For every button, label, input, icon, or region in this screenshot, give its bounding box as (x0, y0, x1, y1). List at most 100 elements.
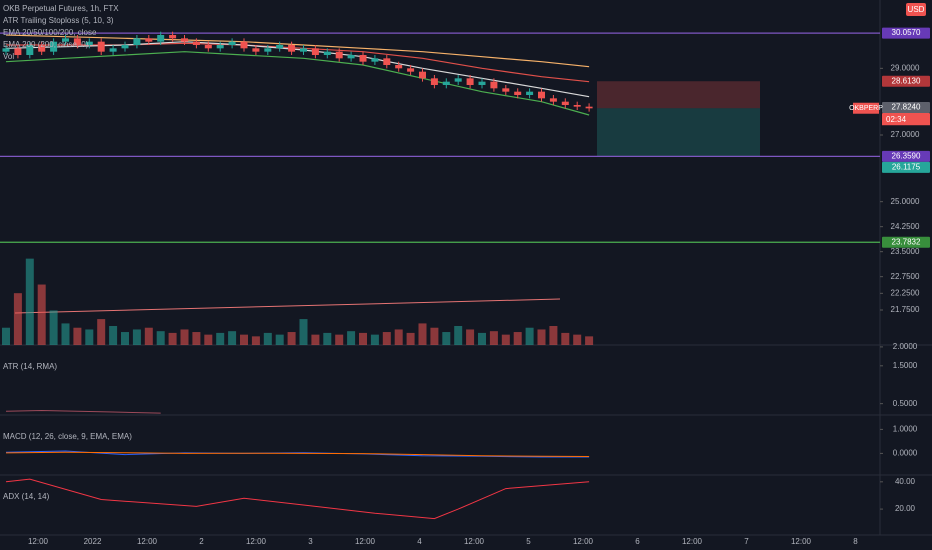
candle-body (359, 55, 367, 62)
volume-bar (418, 323, 427, 345)
pane-title: ATR (14, RMA) (3, 362, 57, 371)
volume-bar (406, 332, 415, 345)
candle-body (347, 55, 355, 59)
candle-body (85, 41, 93, 45)
volume-bar (73, 327, 82, 345)
x-tick-label: 3 (308, 537, 313, 546)
volume-bar (549, 326, 558, 345)
x-tick-label: 12:00 (246, 537, 267, 546)
currency[interactable]: USD (908, 5, 925, 14)
volume-bar (299, 319, 308, 345)
x-tick-label: 8 (853, 537, 858, 546)
volume-bar (204, 334, 213, 345)
price-label: 28.6130 (892, 76, 921, 85)
volume-bar (275, 334, 284, 345)
price-label: 26.1175 (892, 162, 921, 171)
candle-body (371, 58, 379, 62)
price-label-box (882, 150, 930, 162)
candle-body (442, 81, 450, 85)
volume-bar (537, 329, 546, 345)
volume-bar (573, 334, 582, 345)
y-tick-label: 1.0000 (893, 425, 918, 434)
y-tick-label: 20.00 (895, 504, 916, 513)
volume-bar (228, 331, 237, 345)
y-tick-label: 22.2500 (891, 288, 920, 297)
countdown: 02:34 (886, 115, 907, 124)
candle-body (240, 41, 248, 49)
indicator-label: Vol (3, 52, 14, 61)
y-tick-label: 23.5000 (891, 247, 920, 256)
candle-body (109, 48, 117, 52)
candle-body (549, 98, 557, 102)
volume-bar (442, 332, 451, 345)
volume-bar (25, 258, 34, 345)
volume-bar (240, 334, 248, 345)
candle-body (585, 106, 593, 109)
x-tick-label: 12:00 (28, 537, 49, 546)
y-tick-label: 21.7500 (891, 305, 920, 314)
candle-body (514, 91, 522, 95)
y-tick-label: 2.0000 (893, 342, 918, 351)
volume-bar (335, 334, 344, 345)
price-label: 23.7832 (892, 237, 921, 246)
trend-line[interactable] (14, 298, 561, 314)
volume-bar (85, 329, 94, 345)
y-tick-label: 0.5000 (893, 399, 918, 408)
symbol-label: OKBPERP (849, 105, 883, 112)
candle-body (73, 38, 81, 45)
volume-bar (501, 334, 510, 345)
target-zone (597, 108, 760, 157)
volume-bar (394, 329, 403, 345)
volume-bar (180, 329, 189, 345)
volume-bar (454, 326, 463, 345)
x-tick-label: 12:00 (791, 537, 812, 546)
volume-bar (466, 329, 475, 345)
candle-body (216, 45, 224, 49)
y-tick-label: 0.0000 (893, 449, 918, 458)
candle-body (538, 91, 545, 99)
volume-bar (347, 331, 356, 345)
volume-bar (513, 332, 522, 345)
candle-body (430, 78, 438, 85)
y-tick-label: 25.0000 (891, 197, 920, 206)
pane-title: MACD (12, 26, close, 9, EMA, EMA) (3, 432, 132, 441)
candle-body (252, 48, 260, 52)
candle-body (2, 48, 10, 52)
candle-body (133, 38, 141, 45)
volume-bar (109, 326, 118, 345)
candle-body (573, 105, 581, 107)
volume-bar (585, 336, 594, 345)
x-tick-label: 5 (526, 537, 531, 546)
candle-body (26, 45, 34, 55)
indicator-line (5, 478, 590, 520)
volume-bar (323, 332, 332, 345)
candle-body (419, 71, 426, 79)
price-label-box (882, 27, 930, 39)
volume-bar (489, 331, 498, 345)
candle-body (14, 48, 22, 55)
candle-body (300, 48, 307, 52)
x-tick-label: 2 (199, 537, 204, 546)
symbol-badge (853, 102, 879, 114)
volume-bar (561, 332, 570, 345)
volume-bar (311, 334, 320, 345)
x-tick-label: 12:00 (682, 537, 703, 546)
candle-body (383, 58, 391, 65)
y-tick-label: 24.2500 (891, 222, 920, 231)
countdown-box (882, 114, 930, 126)
candle-body (561, 101, 569, 105)
candle-body (490, 81, 498, 89)
pane-title: ADX (14, 14) (3, 492, 50, 501)
candle-body (97, 41, 105, 52)
currency-badge[interactable] (906, 3, 926, 16)
chart-title: OKB Perpetual Futures, 1h, FTX (3, 4, 119, 13)
candle-body (121, 45, 129, 49)
candle-body (395, 65, 403, 69)
y-tick-label: 22.7500 (891, 272, 920, 281)
x-tick-label: 12:00 (137, 537, 158, 546)
candle-body (169, 35, 177, 39)
indicator-line (5, 451, 590, 457)
volume-bar (382, 332, 391, 345)
